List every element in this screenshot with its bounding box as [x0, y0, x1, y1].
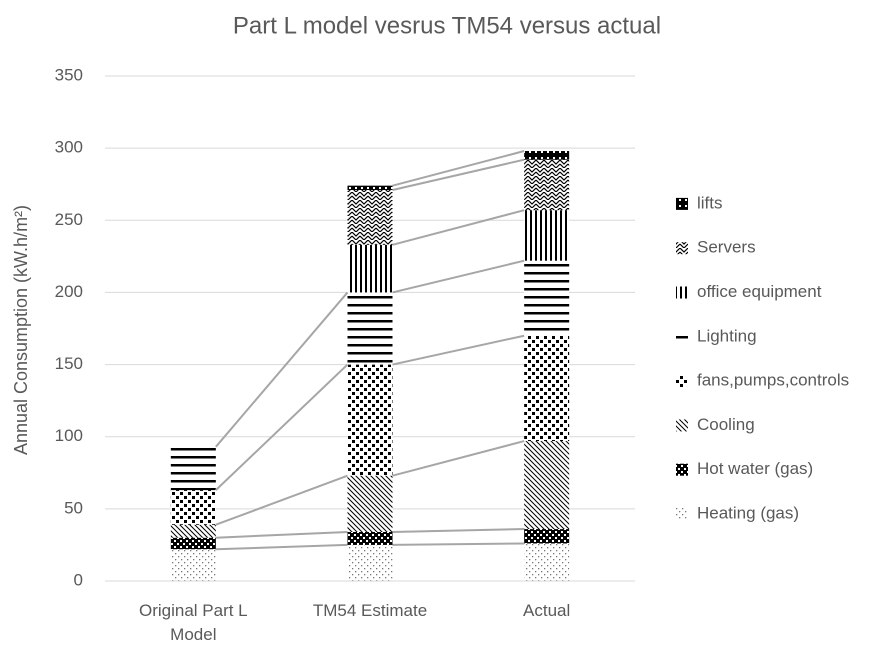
- y-tick-label: 100: [55, 426, 83, 445]
- connector-line: [392, 150, 525, 187]
- legend-swatch: [676, 375, 688, 388]
- legend-label: Cooling: [697, 415, 755, 434]
- y-tick-label: 300: [55, 138, 83, 157]
- legend-label: Hot water (gas): [697, 459, 813, 478]
- legend-label: Heating (gas): [697, 503, 799, 522]
- connector-line: [392, 440, 525, 477]
- bar-segment: [524, 335, 570, 442]
- legend-swatch: [676, 197, 688, 210]
- connector-line: [392, 259, 525, 294]
- bar-segment: [170, 549, 216, 581]
- bar-segment: [347, 185, 393, 190]
- legend-swatch: [676, 242, 688, 255]
- legend-swatch: [676, 463, 688, 476]
- connector-line: [215, 543, 348, 551]
- bar-segment: [170, 524, 216, 538]
- bar-segment: [524, 543, 570, 581]
- bar-segment: [347, 244, 393, 293]
- connector-line: [392, 209, 525, 246]
- legend-label: Servers: [697, 238, 756, 257]
- bar-segment: [347, 475, 393, 532]
- connector-line: [392, 158, 525, 191]
- bar-segment: [347, 364, 393, 476]
- legend-swatch: [676, 286, 688, 299]
- y-tick-label: 150: [55, 354, 83, 373]
- legend-label: Lighting: [697, 326, 757, 345]
- connector-line: [392, 542, 525, 546]
- connector-line: [215, 474, 348, 526]
- bar-segment: [347, 544, 393, 581]
- bar-segment: [170, 490, 216, 525]
- bar-segment: [524, 210, 570, 261]
- bar-segment: [524, 151, 570, 160]
- x-tick-label: Original Part L Model: [138, 601, 248, 644]
- bar-segment: [524, 529, 570, 544]
- y-tick-label: 200: [55, 282, 83, 301]
- bar-segment: [524, 159, 570, 211]
- connector-line: [392, 334, 525, 366]
- legend-label: office equipment: [697, 282, 822, 301]
- legend-label: lifts: [697, 193, 723, 212]
- x-tick-label: Actual: [523, 601, 571, 620]
- bar-segment: [170, 446, 216, 491]
- chart-title: Part L model vesrus TM54 versus actual: [233, 12, 661, 39]
- y-tick-label: 250: [55, 210, 83, 229]
- bar-segment: [170, 537, 216, 550]
- y-tick-label: 0: [74, 570, 83, 589]
- bar-segment: [347, 531, 393, 545]
- y-tick-label: 350: [55, 65, 83, 84]
- bar-segment: [347, 292, 393, 365]
- bar-segment: [347, 189, 393, 245]
- legend-label: fans,pumps,controls: [697, 371, 849, 390]
- connector-line: [215, 530, 348, 539]
- connector-line: [392, 528, 525, 533]
- legend-swatch: [676, 419, 688, 432]
- connector-line: [215, 363, 349, 491]
- connector-line: [215, 291, 349, 448]
- legend-swatch: [676, 508, 688, 520]
- bar-segment: [524, 441, 570, 530]
- y-tick-label: 50: [64, 498, 83, 517]
- x-tick-label: TM54 Estimate: [312, 601, 428, 620]
- bar-segment: [524, 260, 570, 336]
- y-axis-label: Annual Consumption (kW.h/m²): [11, 205, 31, 455]
- legend-swatch: [676, 330, 688, 343]
